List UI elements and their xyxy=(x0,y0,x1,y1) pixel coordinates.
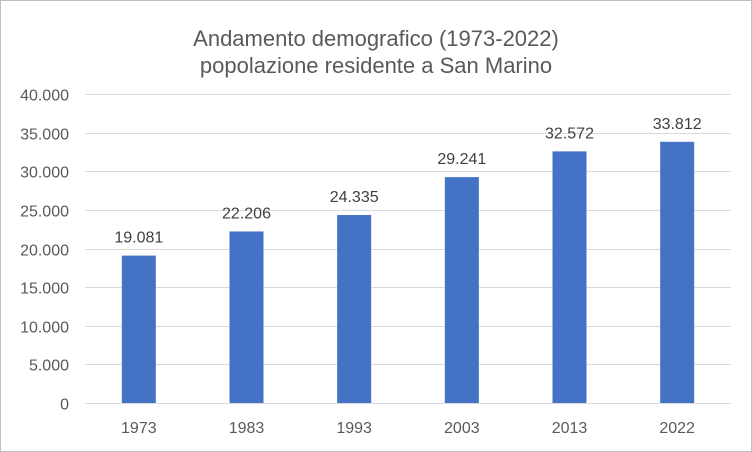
x-tick-label: 1973 xyxy=(121,420,157,437)
bar xyxy=(552,151,587,403)
bar xyxy=(337,215,372,403)
data-label: 22.206 xyxy=(222,205,271,222)
y-tick-label: 15.000 xyxy=(20,281,69,298)
data-label: 33.812 xyxy=(653,116,702,133)
data-labels: 19.081 22.206 24.335 29.241 32.572 33.812 xyxy=(114,116,701,247)
bars xyxy=(121,141,695,403)
data-label: 24.335 xyxy=(330,189,379,206)
y-tick-label: 30.000 xyxy=(20,165,69,182)
bar xyxy=(121,255,156,403)
y-axis-ticks: 0 5.000 10.000 15.000 20.000 25.000 30.000 35.0… xyxy=(20,88,69,414)
data-label: 32.572 xyxy=(545,125,594,142)
x-tick-label: 2003 xyxy=(444,420,480,437)
x-tick-label: 1993 xyxy=(336,420,372,437)
x-tick-label: 2013 xyxy=(552,420,588,437)
y-tick-label: 10.000 xyxy=(20,320,69,337)
chart-title-block: Andamento demografico (1973-2022) popola… xyxy=(1,25,751,79)
x-tick-label: 2022 xyxy=(659,420,695,437)
x-axis-ticks: 1973 1983 1993 2003 2013 2022 xyxy=(121,420,695,437)
y-tick-label: 25.000 xyxy=(20,204,69,221)
bar xyxy=(660,141,695,403)
x-tick-label: 1983 xyxy=(229,420,265,437)
data-label: 29.241 xyxy=(437,151,486,168)
bar xyxy=(229,231,264,403)
chart-subtitle: popolazione residente a San Marino xyxy=(199,53,553,78)
chart-title: Andamento demografico (1973-2022) xyxy=(193,26,559,51)
gridlines xyxy=(85,94,731,404)
y-tick-label: 5.000 xyxy=(29,358,69,375)
y-tick-label: 35.000 xyxy=(20,127,69,144)
y-tick-label: 0 xyxy=(60,397,69,414)
y-tick-label: 20.000 xyxy=(20,243,69,260)
data-label: 19.081 xyxy=(114,230,163,247)
y-tick-label: 40.000 xyxy=(20,88,69,105)
bar xyxy=(444,177,479,403)
